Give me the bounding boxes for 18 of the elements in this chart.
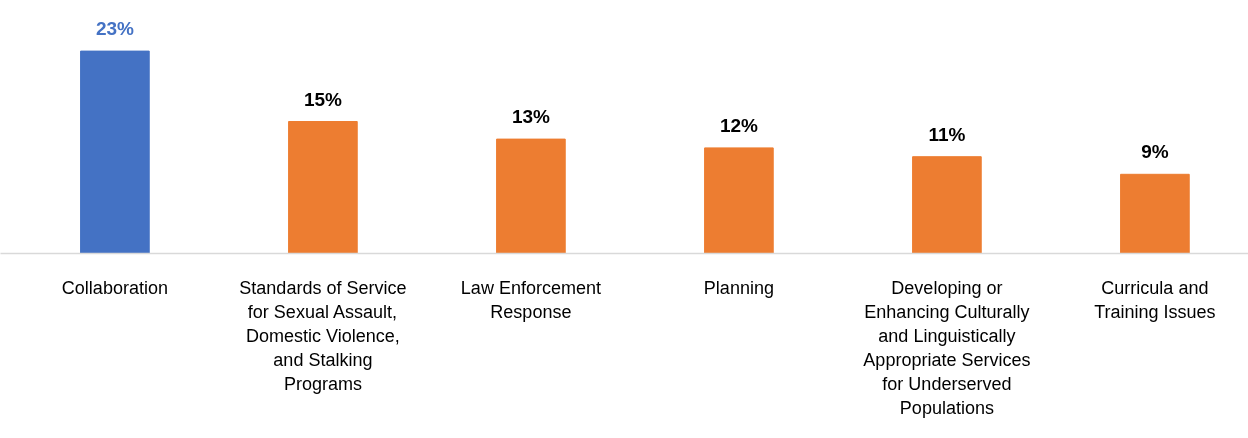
x-tick-label: Standards of Service for Sexual Assault, Domestic Violence, and Stalking Programs xyxy=(239,277,407,394)
data-label: 9% xyxy=(1141,141,1169,163)
data-label: 12% xyxy=(719,114,759,136)
bar xyxy=(496,138,566,254)
data-label: 13% xyxy=(511,106,551,128)
x-tick-label: Law Enforcement Response xyxy=(460,277,601,322)
bar xyxy=(1120,173,1190,254)
x-tick-label: Planning xyxy=(703,277,774,298)
data-label: 11% xyxy=(928,123,966,145)
bar xyxy=(288,121,358,254)
bar xyxy=(80,50,150,254)
bar xyxy=(912,156,982,254)
x-tick-label: Developing or Enhancing Culturally and Linguistically Appropriate Services for Underserved Populations xyxy=(863,277,1031,418)
data-label: 15% xyxy=(303,88,343,110)
bar xyxy=(704,147,774,254)
x-tick-label: Collaboration xyxy=(61,277,168,298)
x-tick-label: Curricula and Training Issues xyxy=(1094,277,1216,322)
data-label: 23% xyxy=(95,18,135,40)
